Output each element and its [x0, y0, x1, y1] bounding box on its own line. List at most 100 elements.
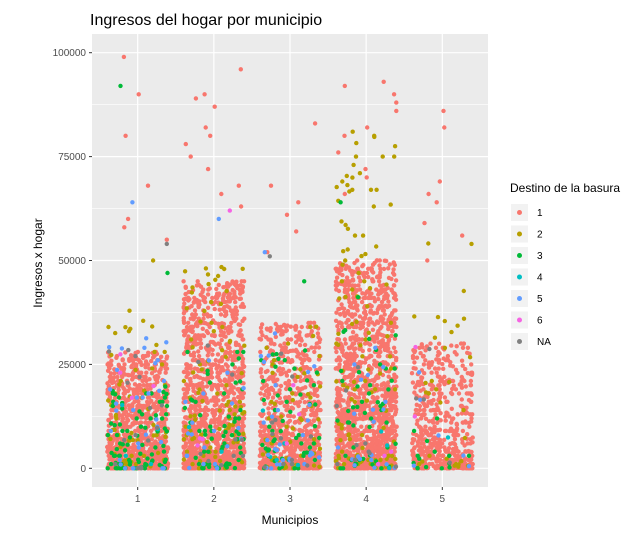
- data-point: [278, 383, 284, 389]
- data-point: [258, 433, 263, 438]
- data-point: [192, 308, 198, 313]
- data-point: [437, 427, 443, 432]
- data-point: [418, 351, 423, 356]
- data-point: [358, 326, 363, 331]
- data-point: [430, 418, 435, 423]
- data-point: [126, 397, 131, 403]
- data-point: [240, 301, 245, 307]
- data-point: [431, 391, 436, 397]
- data-point: [373, 445, 378, 450]
- data-point: [278, 452, 283, 457]
- data-point: [305, 423, 310, 428]
- data-point: [109, 415, 114, 420]
- data-point: [354, 333, 359, 338]
- data-point: [334, 310, 339, 315]
- data-point: [153, 391, 158, 396]
- data-point: [109, 358, 114, 363]
- data-point: [286, 431, 291, 436]
- data-point: [317, 337, 323, 342]
- data-point: [106, 418, 112, 423]
- data-point: [355, 258, 360, 263]
- data-point: [221, 397, 226, 402]
- data-point: [227, 291, 233, 296]
- data-point: [219, 455, 224, 460]
- data-point: [121, 396, 127, 401]
- data-point: [257, 336, 262, 341]
- data-point: [389, 333, 394, 338]
- data-point: [133, 428, 138, 434]
- data-point: [188, 403, 194, 409]
- data-point: [307, 457, 312, 463]
- data-point: [368, 308, 373, 313]
- data-point: [266, 441, 271, 447]
- data-point: [270, 375, 275, 380]
- data-point: [139, 370, 144, 375]
- data-point: [259, 424, 264, 429]
- data-point: [197, 381, 202, 386]
- data-point: [206, 349, 211, 355]
- data-point: [196, 353, 202, 359]
- data-point: [372, 260, 377, 266]
- data-point: [295, 349, 300, 355]
- data-point: [442, 382, 447, 387]
- data-point: [164, 366, 170, 371]
- data-point: [157, 370, 162, 375]
- data-point: [258, 370, 263, 375]
- data-point: [392, 378, 398, 384]
- data-point: [202, 295, 208, 301]
- data-point: [292, 401, 298, 406]
- data-point: [414, 421, 420, 427]
- data-point: [218, 378, 223, 384]
- data-point: [452, 447, 457, 453]
- data-point: [264, 383, 269, 388]
- data-point: [163, 370, 168, 375]
- data-point: [147, 377, 152, 382]
- data-point: [355, 428, 361, 433]
- data-point: [311, 410, 317, 416]
- data-point: [258, 462, 264, 468]
- data-point: [293, 442, 298, 447]
- data-point: [443, 418, 448, 423]
- data-point: [391, 345, 397, 350]
- data-point: [184, 390, 190, 395]
- data-point: [218, 421, 223, 427]
- data-point: [259, 374, 265, 380]
- data-point: [145, 383, 151, 388]
- data-point: [309, 422, 314, 427]
- data-point: [345, 353, 350, 359]
- data-point: [214, 286, 219, 292]
- data-point: [289, 444, 294, 450]
- data-point: [436, 341, 442, 346]
- data-point: [370, 327, 376, 332]
- data-point: [239, 424, 244, 429]
- data-point: [284, 447, 289, 452]
- data-point: [340, 349, 345, 355]
- data-point: [393, 308, 398, 313]
- data-point: [234, 308, 240, 314]
- data-point: [375, 274, 381, 280]
- data-point: [123, 350, 128, 355]
- data-point: [212, 417, 217, 422]
- data-point: [468, 378, 474, 384]
- data-point: [298, 378, 303, 384]
- data-point: [363, 461, 368, 467]
- data-point: [190, 312, 195, 317]
- data-point: [469, 362, 474, 367]
- data-point: [293, 340, 299, 345]
- data-point: [273, 334, 278, 340]
- data-point: [219, 337, 224, 343]
- data-point: [412, 349, 417, 355]
- data-point: [215, 352, 221, 357]
- data-point: [437, 383, 442, 388]
- data-point: [312, 445, 317, 450]
- data-point: [224, 342, 229, 347]
- data-point: [187, 449, 193, 454]
- data-point: [185, 296, 190, 301]
- data-point: [212, 306, 217, 312]
- data-point: [205, 314, 211, 319]
- data-point: [196, 333, 201, 338]
- data-point: [334, 275, 340, 280]
- data-point: [241, 391, 246, 396]
- data-point: [342, 337, 348, 342]
- data-point: [210, 352, 215, 357]
